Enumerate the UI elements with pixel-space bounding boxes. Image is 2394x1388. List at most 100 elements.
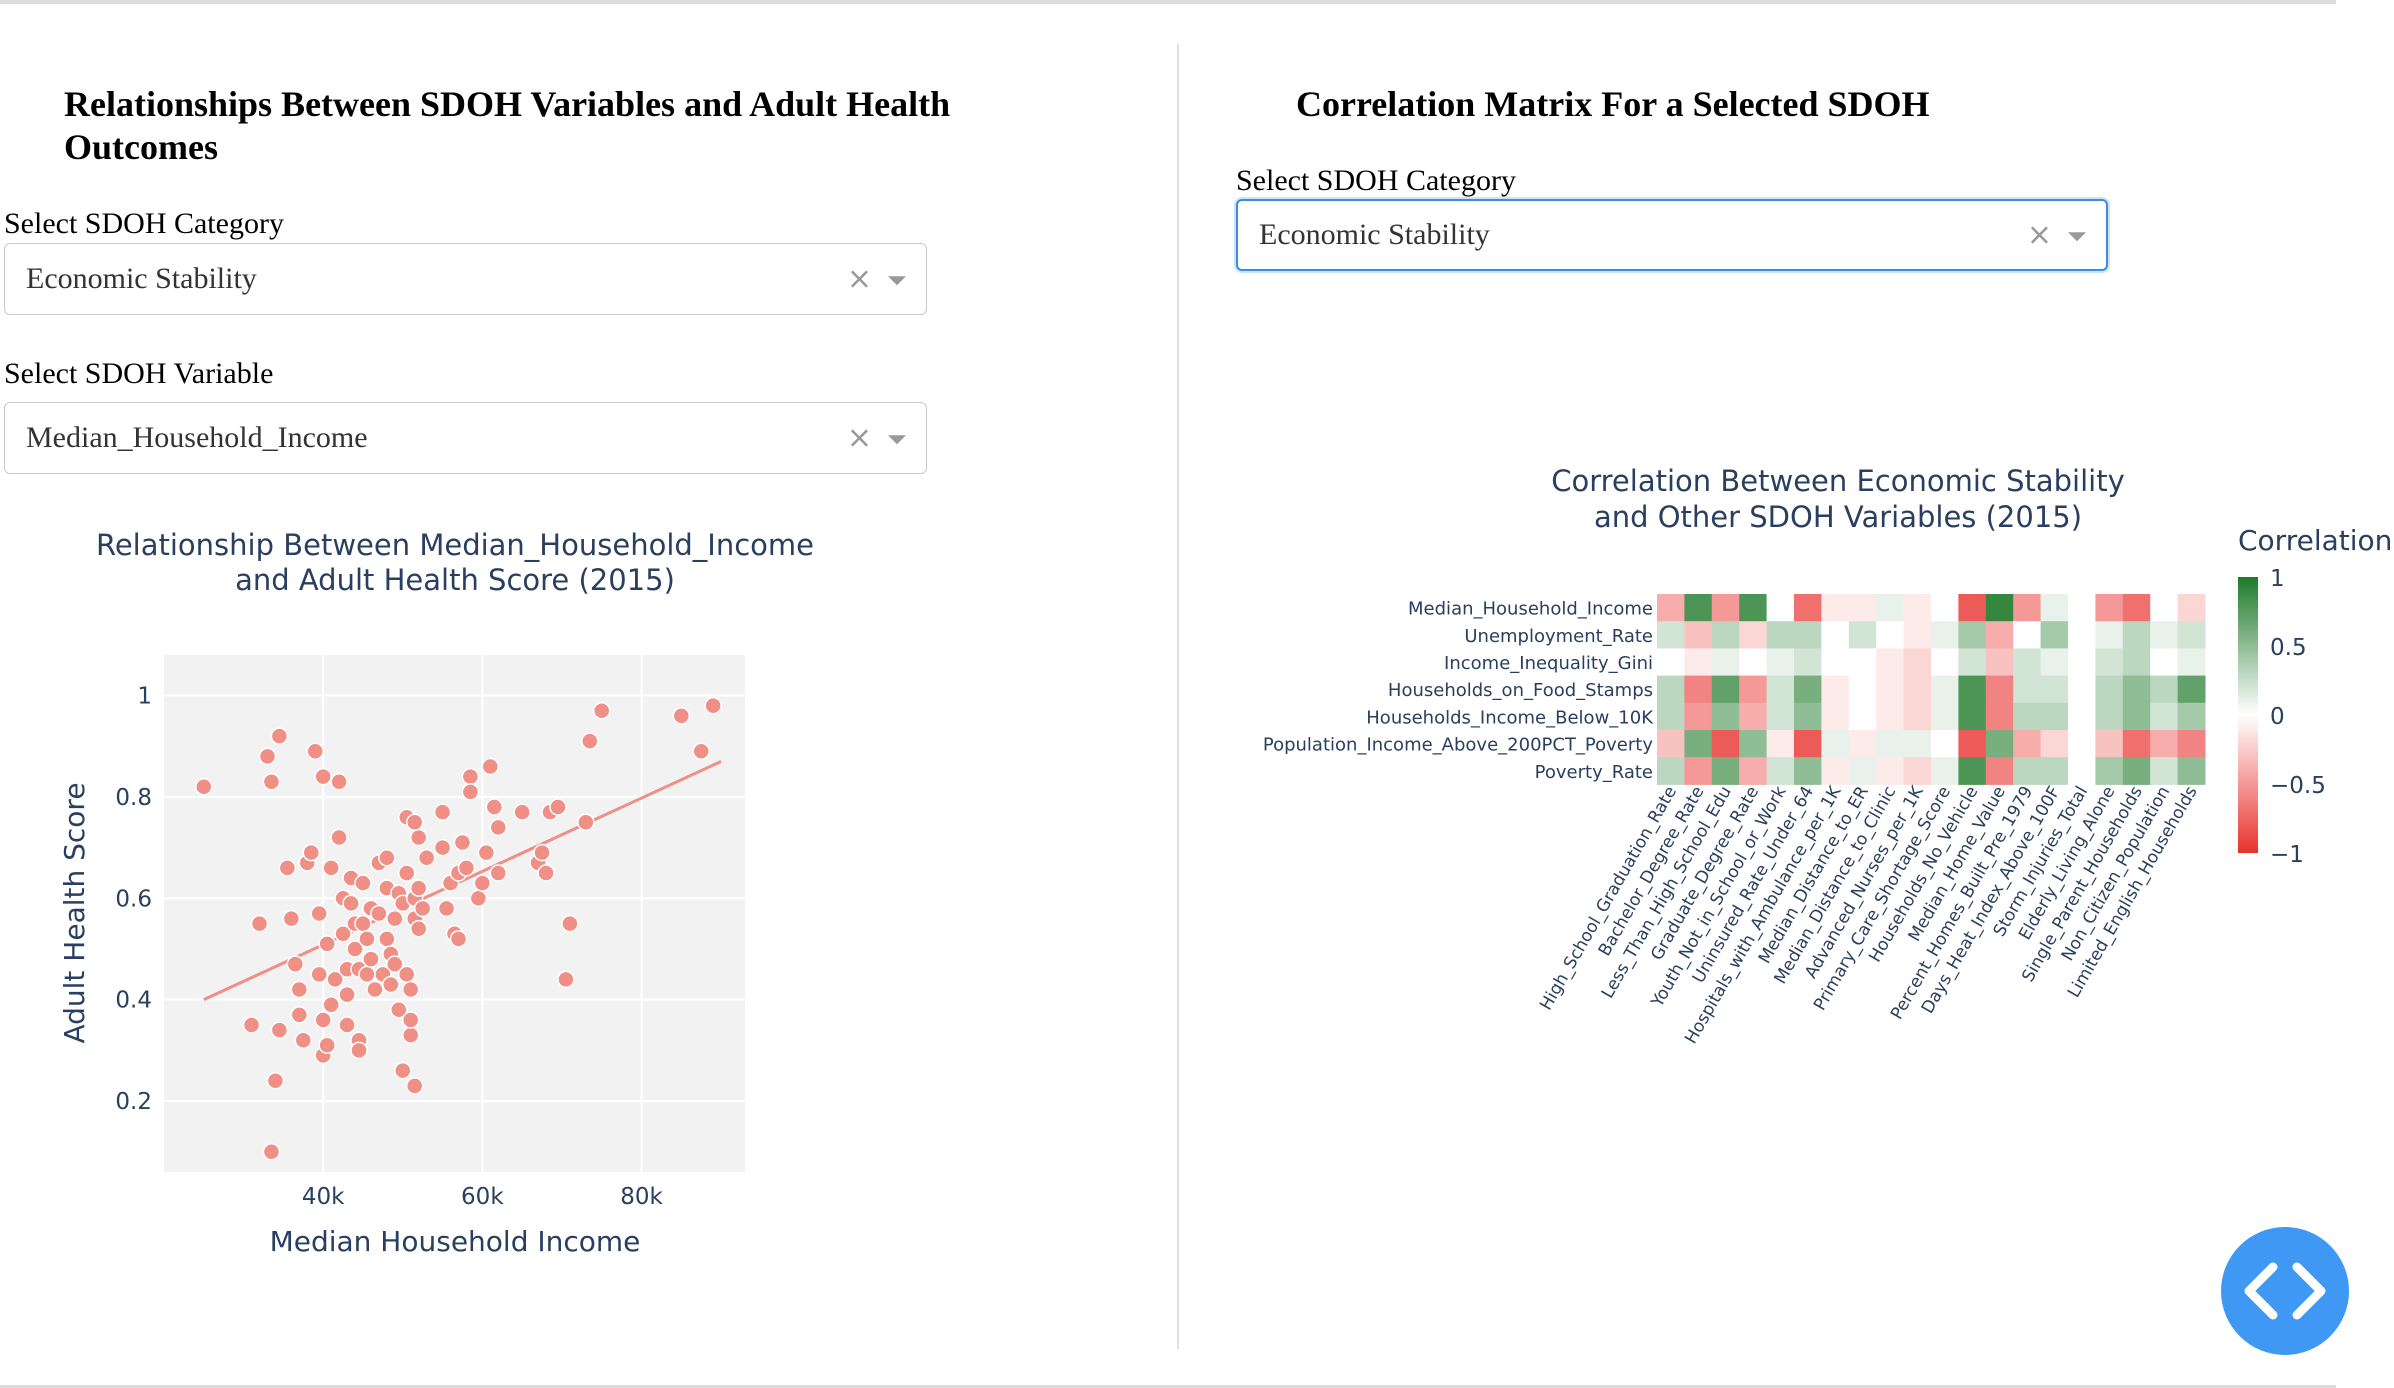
heatmap-cell[interactable] — [1657, 621, 1685, 649]
chevron-down-icon[interactable] — [888, 435, 906, 445]
scatter-point[interactable] — [350, 1041, 368, 1060]
heatmap-cell[interactable] — [1739, 730, 1768, 758]
heatmap-cell[interactable] — [1794, 594, 1822, 622]
scatter-point[interactable] — [338, 985, 356, 1004]
scatter-point[interactable] — [354, 874, 372, 892]
heatmap-cell[interactable] — [1848, 757, 1877, 785]
heatmap-cell[interactable] — [2177, 621, 2206, 649]
scatter-point[interactable] — [489, 864, 508, 882]
scatter-point[interactable] — [378, 848, 396, 867]
heatmap-cell[interactable] — [2068, 675, 2096, 704]
heatmap-cell[interactable] — [2013, 757, 2042, 785]
scatter-point[interactable] — [557, 970, 575, 989]
heatmap-cell[interactable] — [1711, 730, 1740, 758]
heatmap-cell[interactable] — [2122, 730, 2151, 758]
scatter-point[interactable] — [334, 925, 352, 943]
heatmap-cell[interactable] — [1684, 648, 1713, 677]
scatter-point[interactable] — [405, 813, 424, 832]
heatmap-cell[interactable] — [1903, 675, 1932, 704]
heatmap-cell[interactable] — [2040, 621, 2069, 649]
heatmap-cell[interactable] — [1821, 702, 1850, 731]
scatter-point[interactable] — [310, 965, 328, 984]
scatter-chart[interactable]: Relationship Between Median_Household_In… — [0, 520, 1170, 1280]
heatmap-cell[interactable] — [1876, 730, 1905, 758]
heatmap-cell[interactable] — [1876, 702, 1905, 731]
heatmap-cell[interactable] — [1985, 730, 2014, 758]
heatmap-cell[interactable] — [1684, 621, 1713, 649]
scatter-point[interactable] — [270, 1021, 289, 1039]
heatmap-cell[interactable] — [1903, 594, 1932, 622]
heatmap-chart[interactable]: Correlation Between Economic Stability a… — [1180, 440, 2394, 1160]
clear-icon[interactable]: × — [846, 261, 872, 297]
heatmap-cell[interactable] — [1684, 730, 1713, 758]
heatmap-cell[interactable] — [1821, 594, 1850, 622]
heatmap-cell[interactable] — [2095, 757, 2124, 785]
scatter-point[interactable] — [401, 1026, 420, 1044]
scatter-point[interactable] — [330, 828, 348, 847]
heatmap-cell[interactable] — [1903, 757, 1932, 785]
heatmap-cell[interactable] — [1958, 594, 1987, 622]
heatmap-cell[interactable] — [1985, 757, 2014, 785]
heatmap-cell[interactable] — [2150, 675, 2179, 704]
scatter-point[interactable] — [533, 843, 551, 862]
heatmap-cell[interactable] — [2068, 594, 2096, 622]
scatter-point[interactable] — [397, 965, 416, 984]
scatter-point[interactable] — [437, 899, 456, 918]
heatmap-cell[interactable] — [1848, 621, 1877, 649]
heatmap-cell[interactable] — [1931, 675, 1959, 704]
scatter-point[interactable] — [453, 833, 472, 852]
scatter-point[interactable] — [457, 859, 476, 877]
scatter-point[interactable] — [409, 879, 428, 897]
scatter-point[interactable] — [362, 950, 380, 968]
heatmap-cell[interactable] — [2122, 621, 2151, 649]
heatmap-cell[interactable] — [1794, 730, 1822, 758]
heatmap-cell[interactable] — [2122, 757, 2151, 785]
heatmap-cell[interactable] — [1848, 648, 1877, 677]
heatmap-cell[interactable] — [2177, 675, 2206, 704]
heatmap-cell[interactable] — [1931, 702, 1959, 731]
scatter-point[interactable] — [537, 864, 555, 882]
heatmap-cell[interactable] — [2150, 594, 2179, 622]
heatmap-cell[interactable] — [1711, 594, 1740, 622]
scatter-point[interactable] — [433, 803, 452, 821]
heatmap-cell[interactable] — [1766, 648, 1795, 677]
heatmap-cell[interactable] — [1876, 621, 1905, 649]
heatmap-cell[interactable] — [1766, 675, 1795, 704]
heatmap-cell[interactable] — [2040, 757, 2069, 785]
scatter-point[interactable] — [449, 930, 468, 948]
heatmap-cell[interactable] — [1958, 648, 1987, 677]
right-category-dropdown[interactable]: Economic Stability × — [1236, 199, 2108, 271]
heatmap-cell[interactable] — [1711, 648, 1740, 677]
heatmap-cell[interactable] — [1848, 730, 1877, 758]
scatter-point[interactable] — [397, 864, 416, 882]
scatter-point[interactable] — [270, 727, 289, 745]
heatmap-cell[interactable] — [2013, 648, 2042, 677]
heatmap-cell[interactable] — [2177, 648, 2206, 677]
scatter-point[interactable] — [306, 742, 324, 761]
heatmap-cell[interactable] — [1903, 648, 1932, 677]
scatter-point[interactable] — [481, 757, 500, 776]
heatmap-cell[interactable] — [1766, 594, 1795, 622]
scatter-point[interactable] — [405, 1077, 424, 1095]
heatmap-cell[interactable] — [1794, 757, 1822, 785]
heatmap-cell[interactable] — [1711, 702, 1740, 731]
heatmap-cell[interactable] — [2095, 702, 2124, 731]
left-variable-dropdown[interactable]: Median_Household_Income × — [4, 402, 927, 474]
heatmap-cell[interactable] — [1657, 730, 1685, 758]
heatmap-cell[interactable] — [1903, 621, 1932, 649]
heatmap-cell[interactable] — [1931, 648, 1959, 677]
scatter-point[interactable] — [195, 778, 213, 796]
heatmap-cell[interactable] — [1958, 730, 1987, 758]
scatter-point[interactable] — [413, 899, 432, 918]
heatmap-cell[interactable] — [2095, 730, 2124, 758]
scatter-point[interactable] — [378, 930, 396, 948]
heatmap-cell[interactable] — [1931, 757, 1959, 785]
scatter-point[interactable] — [401, 980, 420, 999]
heatmap-cell[interactable] — [1711, 621, 1740, 649]
heatmap-cell[interactable] — [1711, 675, 1740, 704]
scatter-point[interactable] — [485, 798, 504, 816]
heatmap-cell[interactable] — [2013, 594, 2042, 622]
heatmap-cell[interactable] — [2040, 702, 2069, 731]
heatmap-cell[interactable] — [1876, 757, 1905, 785]
heatmap-cell[interactable] — [1739, 594, 1768, 622]
